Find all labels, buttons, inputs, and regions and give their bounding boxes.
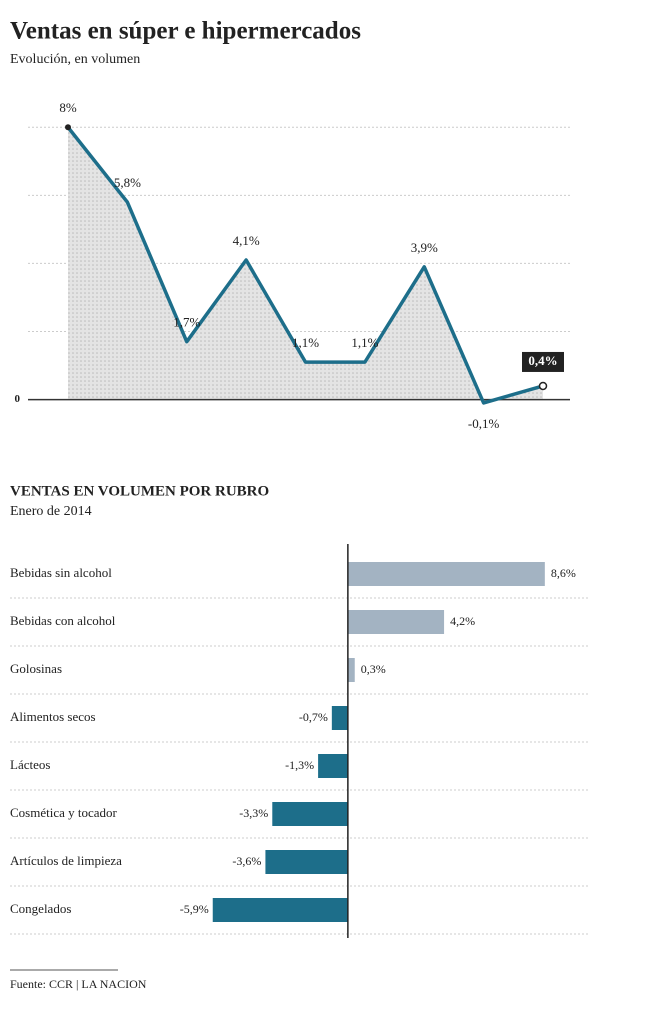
value-label: 4,2% <box>450 614 475 628</box>
value-label: 1,7% <box>173 315 200 330</box>
value-label: -5,9% <box>180 902 209 916</box>
source: Fuente: CCR | LA NACION <box>10 977 147 991</box>
category-label: Bebidas sin alcohol <box>10 565 112 580</box>
chart-title: VENTAS EN VOLUMEN POR RUBRO <box>10 483 269 499</box>
bar <box>272 802 348 826</box>
category-label: Artículos de limpieza <box>10 853 122 868</box>
line <box>66 126 544 405</box>
value-label: -0,1% <box>468 416 500 431</box>
bar <box>331 706 348 730</box>
value-label: 1,1% <box>351 335 378 350</box>
category-label: Bebidas con alcohol <box>10 613 116 628</box>
value-label: 1,1% <box>292 335 319 350</box>
value-label: -3,3% <box>239 806 268 820</box>
value-label: -3,6% <box>232 854 261 868</box>
bar <box>212 898 348 922</box>
subtitle: Evolución, en volumen <box>10 52 140 67</box>
value-label: -0,7% <box>299 710 328 724</box>
category-label: Alimentos secos <box>10 709 96 724</box>
value-label: -1,3% <box>285 758 314 772</box>
point <box>65 124 71 131</box>
bar <box>347 658 355 682</box>
y-tick-label: 0 <box>15 393 21 405</box>
category-label: Lácteos <box>10 757 50 772</box>
bar <box>318 754 348 778</box>
value-label: 0,4% <box>528 353 557 368</box>
bar <box>347 562 545 586</box>
category-label: Cosmética y tocador <box>10 805 118 820</box>
value-label: 5,8% <box>114 175 141 190</box>
category-label: Congelados <box>10 901 71 916</box>
chart-subtitle: Enero de 2014 <box>10 504 92 519</box>
bar <box>265 850 348 874</box>
bar <box>347 610 445 634</box>
value-label: 8,6% <box>551 566 576 580</box>
category-label: Golosinas <box>10 661 62 676</box>
title: Ventas en súper e hipermercados <box>10 18 361 45</box>
value-label: 3,9% <box>411 240 438 255</box>
value-label: 8% <box>59 100 77 115</box>
value-label: 4,1% <box>233 233 260 248</box>
label-box <box>522 351 564 372</box>
value-label: 0,3% <box>361 662 386 676</box>
point <box>538 381 548 391</box>
area <box>68 127 543 403</box>
